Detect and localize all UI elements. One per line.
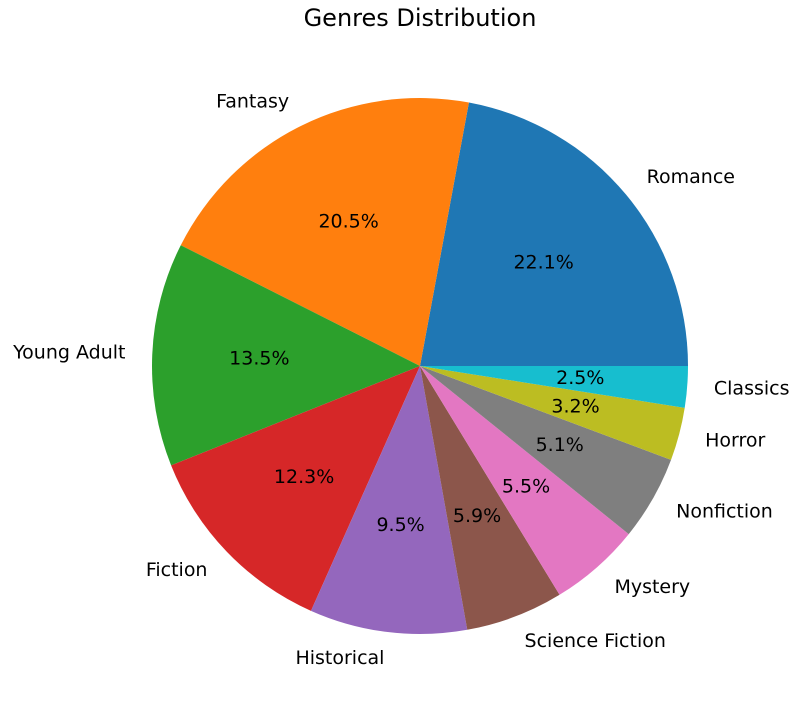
pie-slice-romance (420, 102, 688, 366)
slice-label-nonfiction: Nonfiction (676, 500, 773, 522)
percent-label-science-fiction: 5.9% (453, 505, 501, 527)
category-labels: Romance Fantasy Young Adult Fiction Historic… (12, 90, 789, 669)
pie-slice-classics (420, 366, 688, 408)
pie-slice-young-adult (151, 245, 420, 466)
pie-slice-fantasy (180, 98, 469, 367)
slice-label-science-fiction: Science Fiction (525, 630, 666, 652)
percent-label-classics: 2.5% (556, 367, 604, 389)
slice-label-fiction: Fiction (146, 559, 208, 581)
percent-label-mystery: 5.5% (502, 475, 550, 497)
pie-slice-historical (310, 366, 468, 634)
slice-label-mystery: Mystery (614, 576, 690, 598)
percent-label-nonfiction: 5.1% (536, 434, 584, 456)
pie-slice-fiction (171, 366, 420, 611)
pie-slice-science-fiction (420, 366, 560, 630)
pie-slice-nonfiction (420, 366, 672, 535)
slice-label-young-adult: Young Adult (12, 342, 125, 364)
percent-label-historical: 9.5% (376, 514, 424, 536)
slice-label-fantasy: Fantasy (216, 90, 289, 112)
percent-labels: 22.1% 20.5% 13.5% 12.3% 9.5% 5.9%5.5% 5.1% 3.2%… (229, 210, 604, 536)
percent-label-fantasy: 20.5% (318, 210, 378, 232)
slice-label-horror: Horror (705, 430, 765, 452)
chart-title: Genres Distribution (304, 4, 537, 32)
pie-slices (151, 98, 688, 634)
slice-label-historical: Historical (295, 647, 384, 669)
percent-label-romance: 22.1% (513, 252, 573, 274)
percent-label-fiction: 12.3% (274, 466, 334, 488)
pie-slice-horror (420, 366, 685, 460)
pie-slice-mystery (420, 366, 629, 595)
percent-label-horror: 3.2% (551, 395, 599, 417)
slice-label-romance: Romance (647, 166, 735, 188)
slice-label-classics: Classics (714, 378, 790, 400)
percent-label-young-adult: 13.5% (229, 347, 289, 369)
